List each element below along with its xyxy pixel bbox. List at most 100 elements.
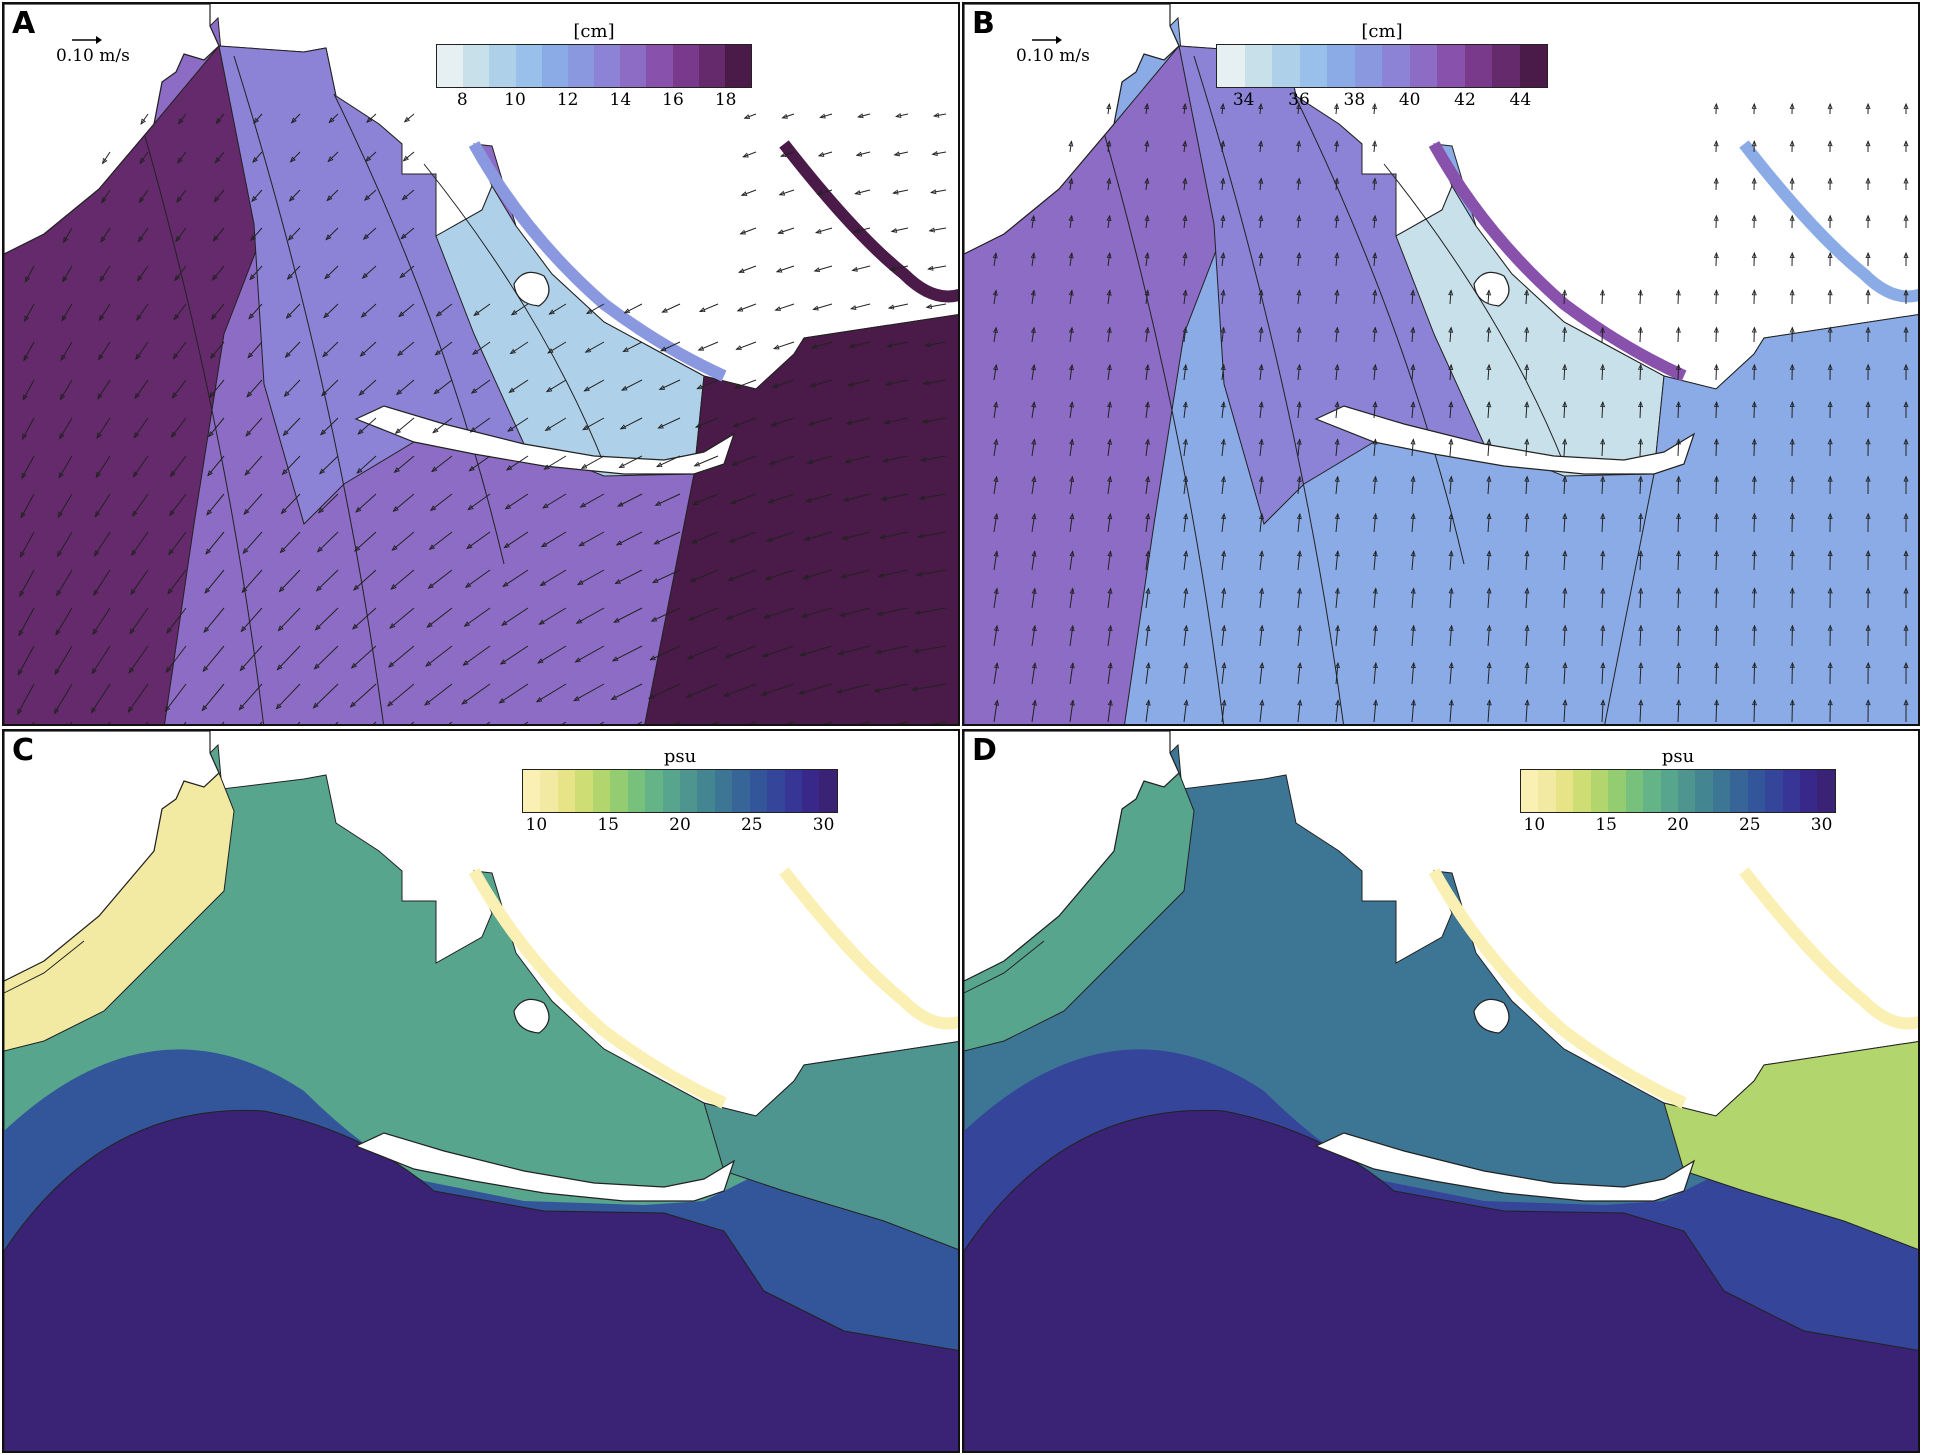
velocity-arrow: [1335, 364, 1338, 381]
colorbar-swatch: [1437, 45, 1465, 87]
velocity-arrow-head: [1220, 438, 1226, 445]
velocity-arrow: [891, 227, 909, 232]
velocity-arrow-head: [1789, 140, 1795, 147]
velocity-arrow: [1639, 700, 1642, 723]
velocity-arrow-head: [366, 116, 373, 123]
velocity-arrow-head: [320, 429, 327, 436]
velocity-arrow: [1069, 513, 1074, 533]
velocity-arrow: [1449, 588, 1453, 609]
velocity-arrow-head: [1069, 475, 1075, 483]
velocity-arrow: [1373, 364, 1376, 381]
velocity-arrow-head: [97, 354, 104, 361]
velocity-arrow: [361, 303, 377, 318]
velocity-arrow: [249, 265, 263, 280]
velocity-arrow-head: [733, 383, 741, 389]
velocity-arrow: [133, 417, 149, 438]
colorbar-swatch: [610, 770, 628, 812]
velocity-arrow: [388, 645, 415, 668]
velocity-arrow-head: [1865, 624, 1871, 631]
velocity-arrow-head: [1827, 177, 1833, 184]
panel-c-island: [513, 998, 550, 1034]
velocity-arrow-head: [1448, 550, 1454, 557]
velocity-arrow: [1221, 700, 1226, 723]
velocity-arrow-head: [1524, 326, 1530, 333]
velocity-arrow-head: [1258, 475, 1264, 482]
velocity-arrow: [62, 265, 73, 282]
velocity-arrow: [424, 683, 453, 706]
velocity-arrow: [252, 151, 263, 163]
velocity-arrow-head: [322, 351, 329, 358]
velocity-arrow-head: [1562, 699, 1568, 706]
velocity-arrow: [1259, 364, 1263, 381]
velocity-arrow-head: [697, 345, 705, 351]
velocity-arrow: [1259, 513, 1263, 533]
velocity-arrow: [246, 379, 263, 398]
velocity-arrow-head: [101, 197, 107, 204]
colorbar-tick-label: 10: [504, 90, 526, 110]
velocity-arrow: [1221, 327, 1225, 343]
velocity-arrow: [585, 341, 605, 353]
velocity-arrow-head: [1297, 699, 1303, 706]
velocity-arrow: [510, 341, 529, 355]
velocity-arrow-head: [1524, 289, 1530, 296]
velocity-arrow-head: [1068, 140, 1074, 147]
velocity-arrow-head: [777, 229, 784, 235]
velocity-arrow: [697, 379, 719, 390]
velocity-arrow-head: [763, 613, 770, 619]
velocity-arrow: [1145, 662, 1150, 685]
velocity-arrow: [1335, 476, 1339, 495]
velocity-arrow-head: [742, 152, 749, 158]
velocity-arrow: [852, 265, 871, 271]
colorbar-swatch: [819, 770, 837, 812]
velocity-arrow-head: [1410, 401, 1416, 408]
colorbar-swatch: [1590, 770, 1609, 812]
velocity-arrow-head: [1371, 140, 1378, 147]
velocity-arrow-head: [993, 624, 999, 632]
velocity-arrow-head: [91, 667, 97, 675]
velocity-arrow: [1525, 364, 1528, 381]
velocity-arrow: [211, 303, 225, 320]
velocity-arrow: [725, 645, 757, 659]
velocity-arrow: [538, 607, 567, 625]
velocity-arrow: [1715, 476, 1718, 495]
panel-c-east-channel: [779, 867, 958, 1030]
velocity-arrow-head: [398, 311, 405, 318]
velocity-arrow: [786, 721, 795, 724]
velocity-arrow-head: [93, 550, 100, 557]
velocity-arrow-head: [1675, 512, 1682, 519]
velocity-arrow-head: [59, 433, 65, 440]
velocity-arrow: [1373, 290, 1376, 305]
velocity-arrow-head: [129, 628, 135, 635]
velocity-arrow: [276, 645, 301, 671]
velocity-arrow-head: [880, 496, 888, 502]
velocity-arrow-head: [1107, 662, 1113, 669]
velocity-arrow-head: [400, 233, 407, 240]
velocity-arrow-head: [1144, 289, 1150, 296]
velocity-arrow-head: [1182, 140, 1188, 147]
panel-b-colorbar: [cm] 34 36 38 40 42 44: [1216, 22, 1548, 112]
velocity-arrow-head: [1561, 289, 1568, 296]
velocity-arrow-head: [1183, 587, 1189, 594]
velocity-arrow: [933, 113, 947, 117]
velocity-arrow-head: [1789, 550, 1795, 557]
velocity-arrow: [1183, 402, 1187, 419]
velocity-arrow: [1373, 402, 1376, 419]
velocity-arrow: [320, 417, 339, 436]
velocity-arrow-head: [53, 707, 60, 715]
velocity-arrow-head: [1107, 438, 1113, 445]
velocity-arrow-head: [735, 345, 742, 351]
velocity-arrow-head: [500, 620, 508, 626]
velocity-arrow-head: [1751, 363, 1757, 370]
velocity-arrow: [1183, 252, 1187, 267]
velocity-arrow: [362, 265, 377, 279]
velocity-arrow-head: [1789, 624, 1795, 631]
velocity-arrow-head: [1562, 587, 1568, 594]
velocity-arrow: [1183, 700, 1188, 723]
velocity-arrow-head: [462, 660, 469, 666]
velocity-arrow: [1297, 476, 1301, 495]
velocity-arrow-head: [21, 433, 28, 440]
colorbar-swatch: [1327, 45, 1355, 87]
velocity-arrow: [171, 379, 187, 399]
velocity-arrow: [435, 341, 453, 356]
velocity-arrow: [1221, 513, 1225, 533]
